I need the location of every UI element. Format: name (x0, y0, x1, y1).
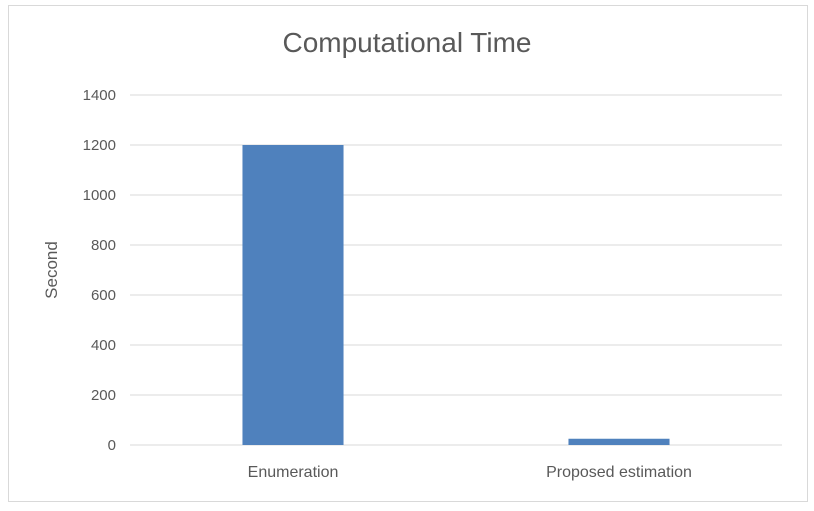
y-axis-label: Second (42, 241, 61, 299)
x-tick-label: Proposed estimation (546, 464, 692, 481)
bar-proposed-estimation (568, 438, 670, 445)
y-tick-label: 1400 (83, 87, 116, 104)
y-tick-labels: 0 200 400 600 800 1000 1200 1400 (83, 87, 116, 454)
gridlines (130, 94, 782, 446)
chart-frame (8, 5, 808, 502)
y-tick-label: 800 (91, 237, 116, 254)
chart-title: Computational Time (282, 27, 531, 58)
y-tick-label: 600 (91, 287, 116, 304)
y-tick-label: 200 (91, 387, 116, 404)
bars (242, 145, 670, 445)
x-tick-label: Enumeration (248, 464, 339, 481)
y-tick-label: 1200 (83, 137, 116, 154)
y-tick-label: 0 (108, 437, 116, 454)
y-tick-label: 400 (91, 337, 116, 354)
x-tick-labels: Enumeration Proposed estimation (248, 464, 692, 481)
bar-enumeration (242, 145, 344, 445)
y-tick-label: 1000 (83, 187, 116, 204)
